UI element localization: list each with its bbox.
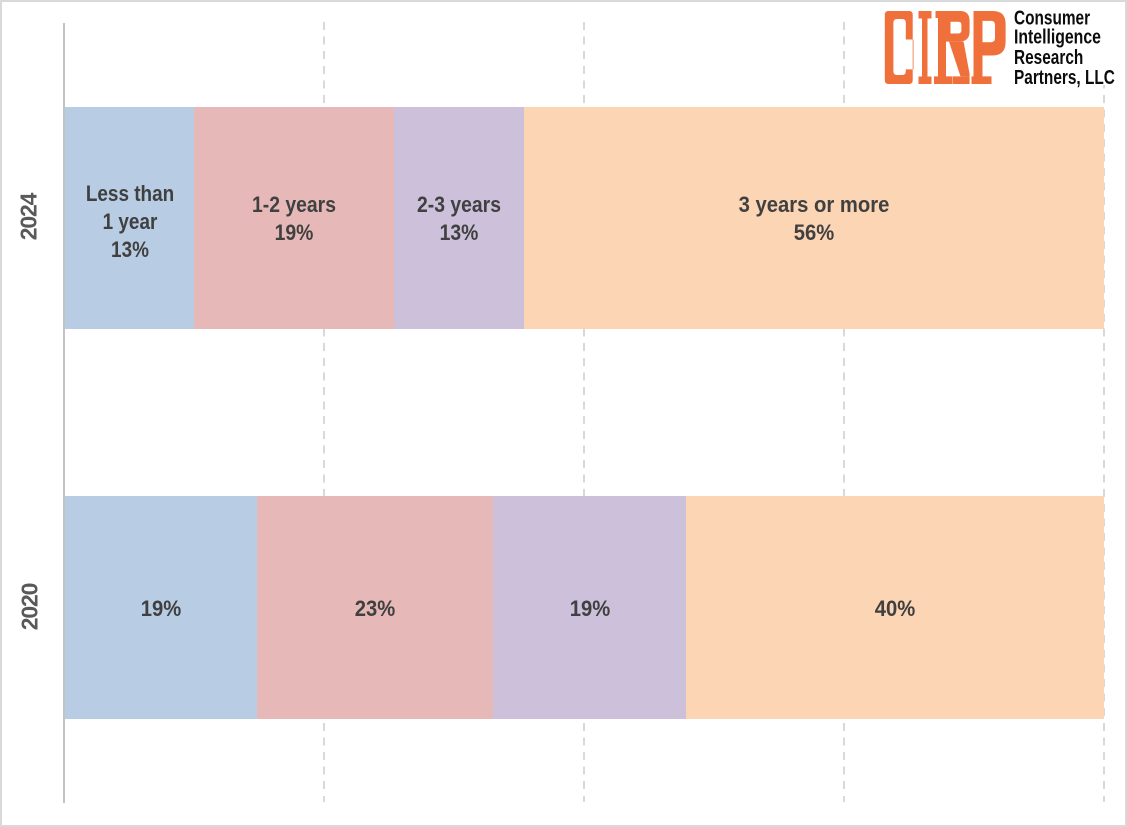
svg-text:Research: Research	[1014, 46, 1083, 68]
svg-text:Consumer: Consumer	[1014, 7, 1090, 29]
svg-text:Partners, LLC: Partners, LLC	[1014, 66, 1115, 88]
svg-text:Intelligence: Intelligence	[1014, 26, 1101, 48]
